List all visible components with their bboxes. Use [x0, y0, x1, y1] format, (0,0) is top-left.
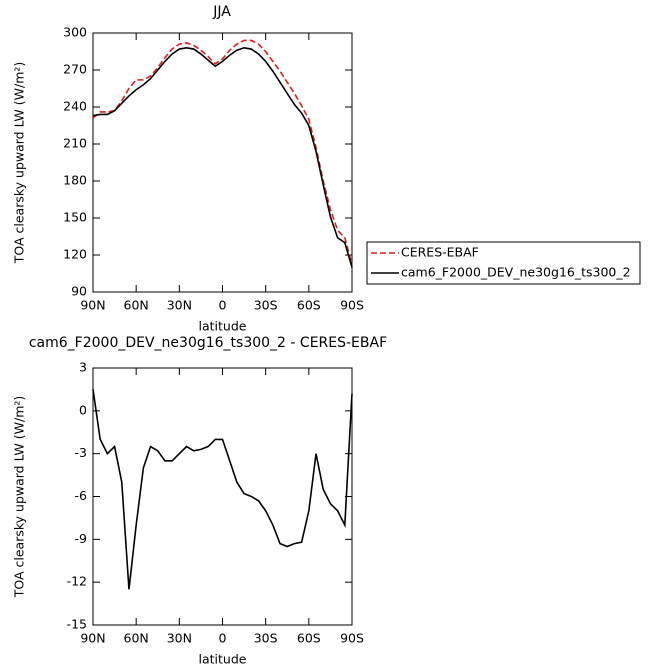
chart-title: JJA: [212, 4, 231, 20]
y-tick-label: -15: [67, 617, 87, 632]
plot-frame: [92, 367, 353, 626]
legend-label: CERES-EBAF: [401, 245, 479, 260]
y-tick-label: 0: [79, 402, 87, 417]
y-axis-label: TOA clearsky upward LW (W/m²): [12, 396, 27, 599]
legend-label: cam6_F2000_DEV_ne30g16_ts300_2: [401, 265, 631, 280]
x-tick-label: 30S: [254, 631, 278, 646]
x-tick-label: 90N: [80, 631, 105, 646]
y-tick-label: 300: [63, 25, 87, 40]
data-line: [92, 389, 353, 590]
plot-frame: [92, 32, 353, 293]
data-line: [92, 39, 353, 266]
x-tick-label: 30N: [167, 631, 192, 646]
data-line: [92, 46, 353, 268]
x-tick-label: 90S: [340, 298, 364, 313]
x-tick-label: 30S: [254, 298, 278, 313]
y-tick-label: -6: [75, 488, 88, 503]
x-tick-label: 0: [219, 298, 227, 313]
x-tick-label: 60N: [124, 298, 149, 313]
y-tick-label: 240: [63, 99, 87, 114]
x-tick-label: 90N: [80, 298, 105, 313]
y-tick-label: 90: [71, 284, 87, 299]
y-tick-label: 270: [63, 62, 87, 77]
y-tick-label: 3: [79, 360, 87, 375]
x-tick-label: 60S: [297, 631, 321, 646]
x-tick-label: 30N: [167, 298, 192, 313]
legend-box: [366, 241, 641, 285]
x-axis-label: latitude: [199, 652, 247, 667]
y-tick-label: 180: [63, 173, 87, 188]
chart-title: cam6_F2000_DEV_ne30g16_ts300_2 - CERES-E…: [29, 335, 387, 351]
x-axis-label: latitude: [199, 319, 247, 334]
y-tick-label: -12: [67, 574, 87, 589]
y-axis-label: TOA clearsky upward LW (W/m²): [12, 62, 27, 265]
y-tick-label: 120: [63, 247, 87, 262]
x-tick-label: 0: [219, 631, 227, 646]
x-tick-label: 60N: [124, 631, 149, 646]
x-tick-label: 90S: [340, 631, 364, 646]
y-tick-label: -9: [75, 531, 88, 546]
x-tick-label: 60S: [297, 298, 321, 313]
y-tick-label: -3: [75, 445, 87, 460]
y-tick-label: 210: [63, 136, 87, 151]
y-tick-label: 150: [63, 210, 87, 225]
